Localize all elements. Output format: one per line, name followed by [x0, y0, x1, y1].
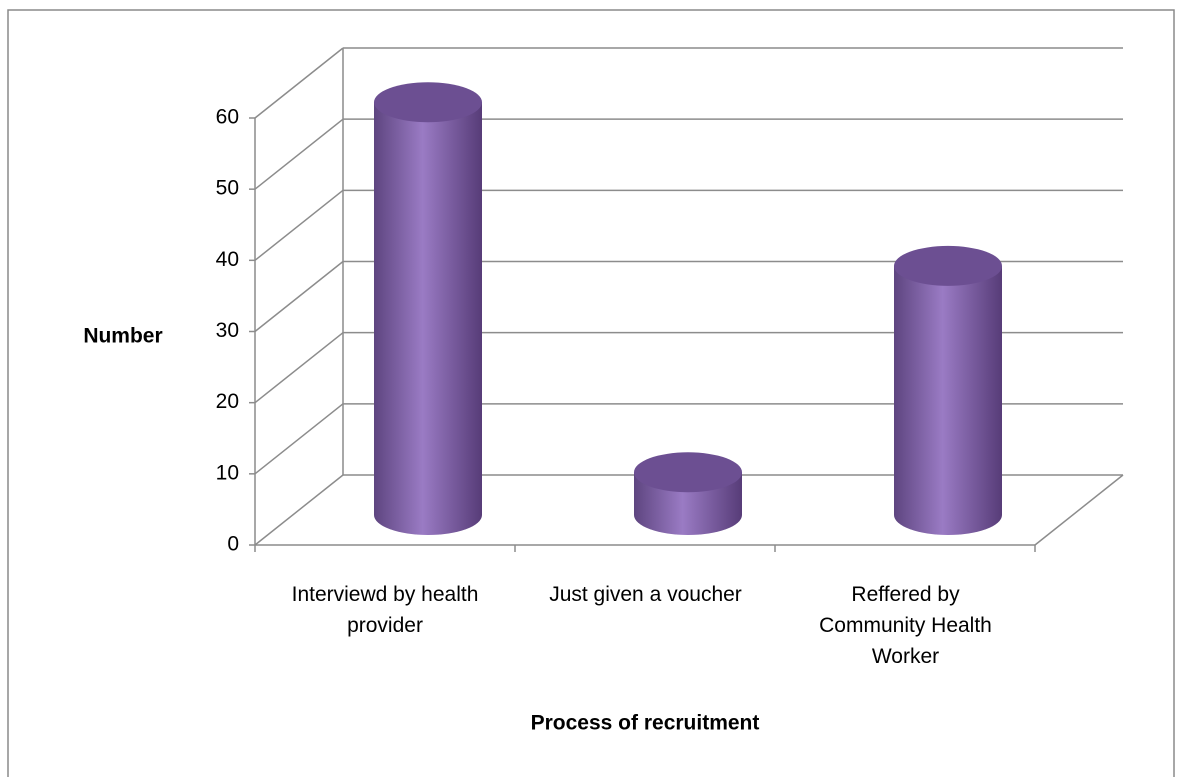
grid-line	[254, 118, 344, 190]
x-axis-label: Process of recruitment	[531, 712, 760, 735]
grid-line	[254, 260, 344, 333]
grid-line	[254, 189, 344, 261]
grid-line	[254, 332, 344, 404]
y-tick-label: 20	[216, 390, 239, 413]
y-tick-label: 30	[216, 319, 239, 342]
grid-line	[254, 474, 344, 546]
y-tick-label: 40	[216, 248, 239, 271]
cylinder-top	[374, 82, 482, 123]
y-tick-label: 60	[216, 106, 239, 129]
cylinder-body	[374, 102, 482, 535]
cylinder-body	[894, 265, 1002, 535]
y-axis-label: Number	[83, 325, 162, 348]
grid-line	[254, 403, 344, 475]
cylinder-top	[894, 245, 1002, 286]
floor-edge	[1034, 474, 1124, 546]
y-tick-label: 10	[216, 461, 239, 484]
grid-line	[254, 47, 344, 119]
frame	[7, 9, 1175, 777]
cylinder	[634, 452, 742, 535]
x-tick-label: Interviewd by health provider	[291, 583, 479, 637]
cylinder	[894, 245, 1002, 535]
cylinder-top	[634, 452, 742, 493]
y-tick-label: 50	[216, 177, 239, 200]
cylinder	[374, 82, 482, 535]
x-tick-label: Just given a voucher	[549, 583, 742, 606]
y-tick-label: 0	[227, 533, 239, 556]
x-tick-label: Reffered by Community Health Worker	[819, 583, 992, 668]
